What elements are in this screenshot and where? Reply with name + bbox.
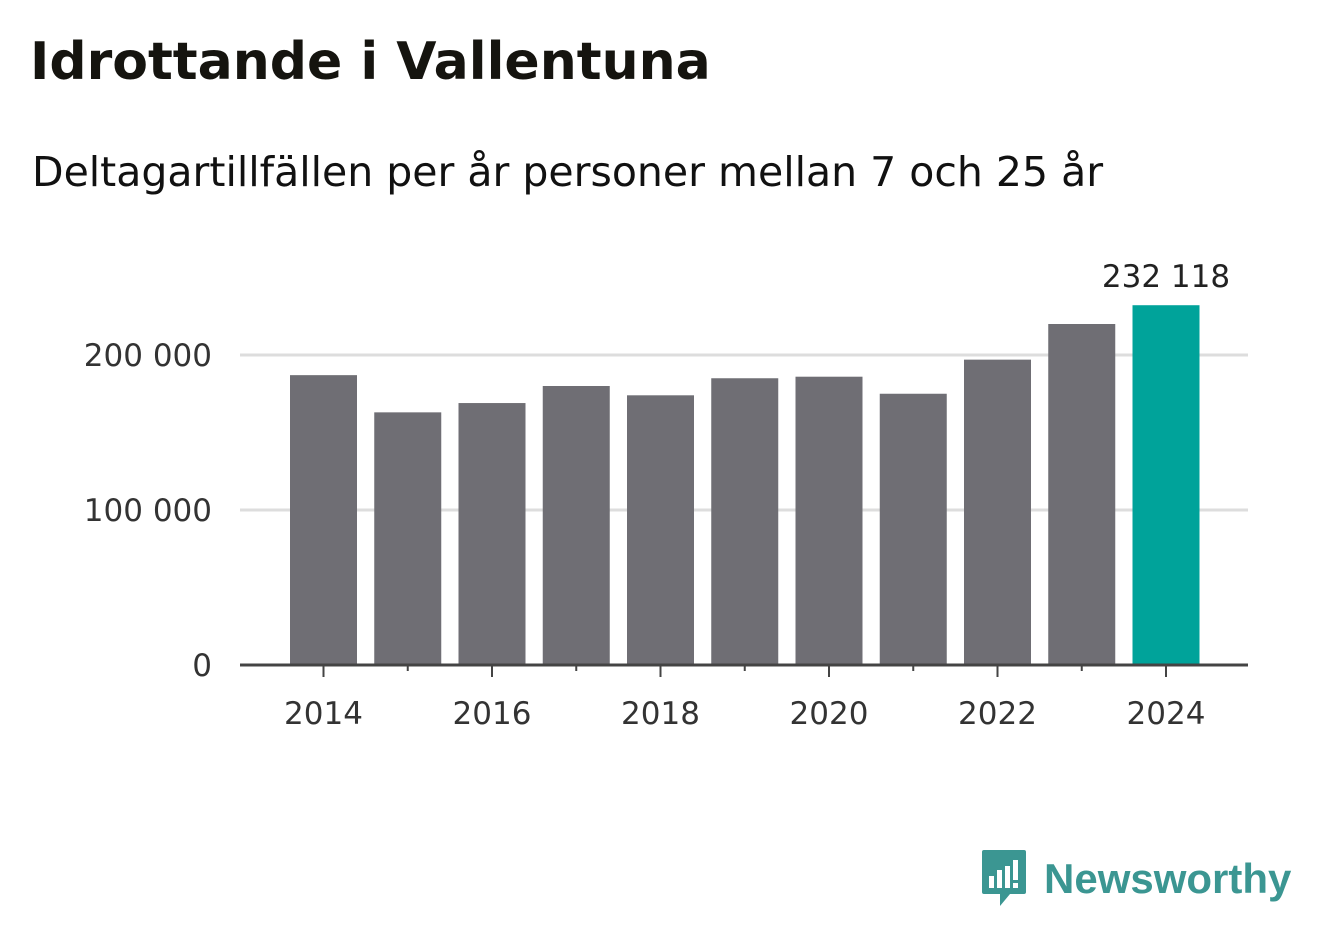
axes [240, 663, 1248, 677]
bar-2014 [290, 375, 357, 665]
bar-2022 [964, 359, 1031, 665]
bar-2024 [1132, 305, 1200, 665]
bar-2018 [627, 395, 694, 665]
brand-name: Newsworthy [1044, 855, 1292, 902]
chart-subtitle: Deltagartillfällen per år personer mella… [32, 148, 1104, 196]
x-tick-label: 2020 [790, 696, 869, 732]
bar-2015 [374, 412, 442, 665]
x-tick-label: 2024 [1127, 696, 1206, 732]
x-tick-label: 2014 [284, 696, 363, 732]
newsworthy-brand: Newsworthy [980, 848, 1291, 910]
newsworthy-logo-icon [982, 850, 1026, 906]
bar-2021 [879, 393, 947, 665]
data-label-highlight: 232 118 [1102, 259, 1230, 295]
bar-2016 [458, 403, 526, 665]
x-tick-label: 2018 [621, 696, 700, 732]
bar-2017 [542, 386, 610, 665]
x-tick-label: 2016 [453, 696, 532, 732]
labels: 0 100 000 200 000 2014 2016 2018 2020 2022 2024 2… [84, 259, 1230, 732]
y-tick-label: 0 [192, 648, 212, 684]
chart-title: Idrottande i Vallentuna [30, 32, 711, 92]
x-tick-label: 2022 [958, 696, 1037, 732]
bars [290, 305, 1200, 665]
bar-2019 [711, 378, 779, 665]
y-tick-label: 100 000 [84, 493, 212, 529]
y-tick-label: 200 000 [84, 338, 212, 374]
bar-2020 [795, 376, 863, 665]
bar-chart: 0 100 000 200 000 2014 2016 2018 2020 2022 2024 2… [84, 259, 1248, 732]
bar-2023 [1048, 324, 1116, 665]
